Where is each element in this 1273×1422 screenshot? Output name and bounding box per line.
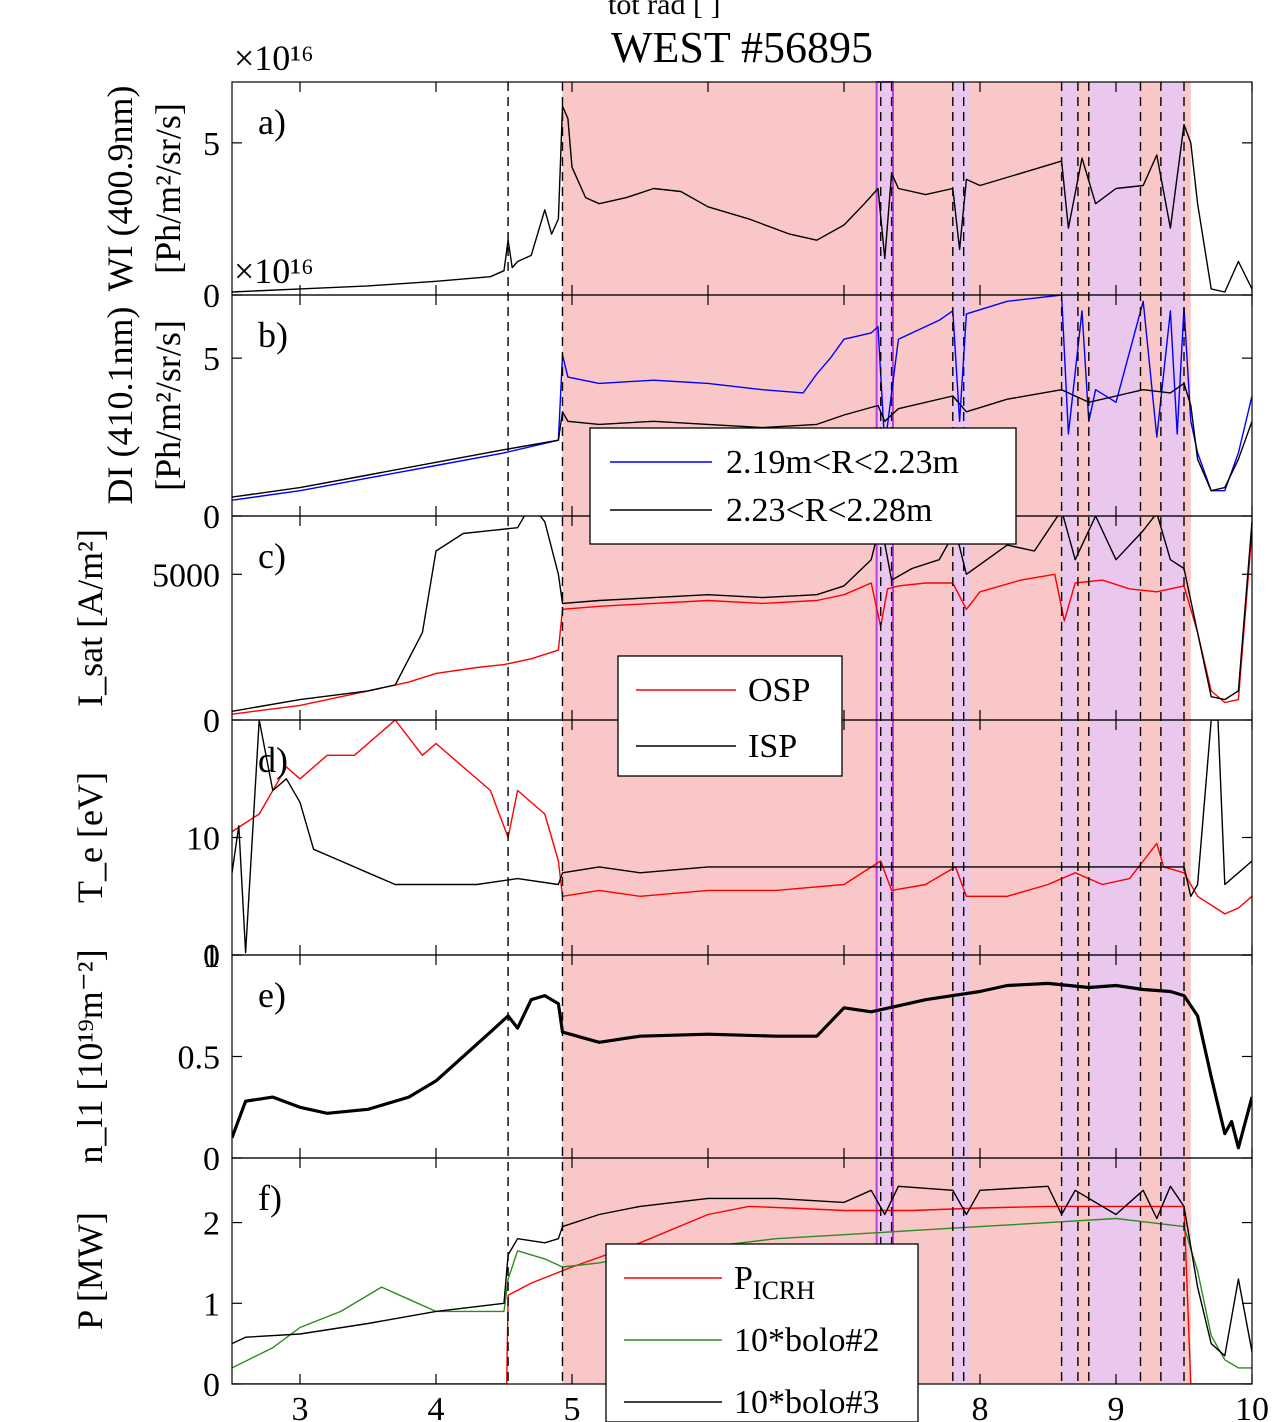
legend-label-c: OSP	[748, 672, 810, 709]
legend-box-c	[617, 655, 843, 777]
ytick-label-c: 0	[203, 703, 220, 740]
legend-box-b	[589, 427, 1017, 545]
xtick-label: 5	[564, 1391, 581, 1422]
series-line-c-OSP	[232, 530, 1252, 715]
ylabel-f: P [MW]	[70, 1212, 110, 1330]
legend-label-f: 10*bolo#3	[734, 1384, 879, 1421]
series-line-b-2-19m-R-2-23m	[232, 295, 1252, 501]
xtick-label: 3	[292, 1391, 309, 1422]
ytick-label-a: 5	[203, 126, 220, 163]
dashed-lines-layer	[507, 82, 1185, 1384]
ytick-label-e: 0	[203, 1141, 220, 1178]
shaded-region-purple	[952, 82, 970, 1384]
legends-layer: 2.19m<R<2.23m2.23<R<2.28mOSPISPPICRH10*b…	[589, 427, 1017, 1422]
title-top-partial: tot rad [ ]	[608, 0, 720, 21]
ytick-label-f: 1	[203, 1286, 220, 1323]
panel-label-e: e)	[258, 975, 286, 1015]
multiplier-a: ×10¹⁶	[234, 38, 314, 78]
xtick-label: 10	[1235, 1391, 1269, 1422]
ylabel2-b: [Ph/m²/sr/s]	[148, 320, 188, 491]
ytick-label-f: 2	[203, 1206, 220, 1243]
ylabel-d: T_e [eV]	[70, 772, 110, 903]
ylabel-e: n_l1 [10¹⁹m⁻²]	[70, 949, 110, 1163]
series-line-e	[232, 981, 1252, 1150]
legend-label-b: 2.23<R<2.28m	[726, 492, 932, 529]
ytick-label-e: 0.5	[178, 1040, 221, 1077]
ytick-label-d: 10	[186, 821, 220, 858]
panel-label-a: a)	[258, 102, 286, 142]
ytick-label-b: 5	[203, 341, 220, 378]
legend-label-f: 10*bolo#2	[734, 1322, 879, 1359]
series-line-f-10-bolo-3	[232, 1185, 1252, 1357]
ylabel-b: DI (410.1nm)	[100, 307, 140, 505]
regions-layer	[562, 81, 1191, 1405]
multiplier-b: ×10¹⁶	[234, 251, 314, 291]
ytick-label-a: 0	[203, 278, 220, 315]
panel-label-b: b)	[258, 315, 288, 355]
panel-label-d: d)	[258, 740, 288, 780]
shaded-region-purple	[876, 82, 893, 1384]
shaded-region-purple	[1061, 82, 1078, 1384]
legend-box-f	[605, 1243, 919, 1422]
panel-label-c: c)	[258, 536, 286, 576]
series-line-a	[232, 105, 1252, 293]
series-line-d	[232, 720, 1252, 954]
ylabel-c: I_sat [A/m²]	[70, 529, 110, 707]
ytick-label-e: 1	[203, 938, 220, 975]
series-line-f-P-ICRH	[232, 1205, 1252, 1384]
ylabel2-a: [Ph/m²/sr/s]	[148, 103, 188, 274]
shaded-region-purple	[1090, 82, 1141, 1384]
legend-label-b: 2.19m<R<2.23m	[726, 444, 959, 481]
ytick-label-c: 5000	[152, 557, 220, 594]
ytick-label-b: 0	[203, 499, 220, 536]
panel-label-f: f)	[258, 1178, 282, 1218]
series-line-d	[232, 720, 1252, 915]
xtick-label: 4	[428, 1391, 445, 1422]
figure-title: WEST #56895	[611, 23, 873, 72]
ylabel-a: WI (400.9nm)	[100, 86, 140, 292]
ytick-label-f: 0	[203, 1367, 220, 1404]
xtick-label: 9	[1108, 1391, 1125, 1422]
labels-layer: 0 5 a) ×10¹⁶ WI (400.9nm) [Ph/m²/sr/s] 0 5 b) ×10…	[70, 38, 1269, 1422]
xtick-label: 8	[972, 1391, 989, 1422]
legend-label-c: ISP	[748, 728, 797, 765]
ytick-label-d: 0	[203, 938, 220, 975]
